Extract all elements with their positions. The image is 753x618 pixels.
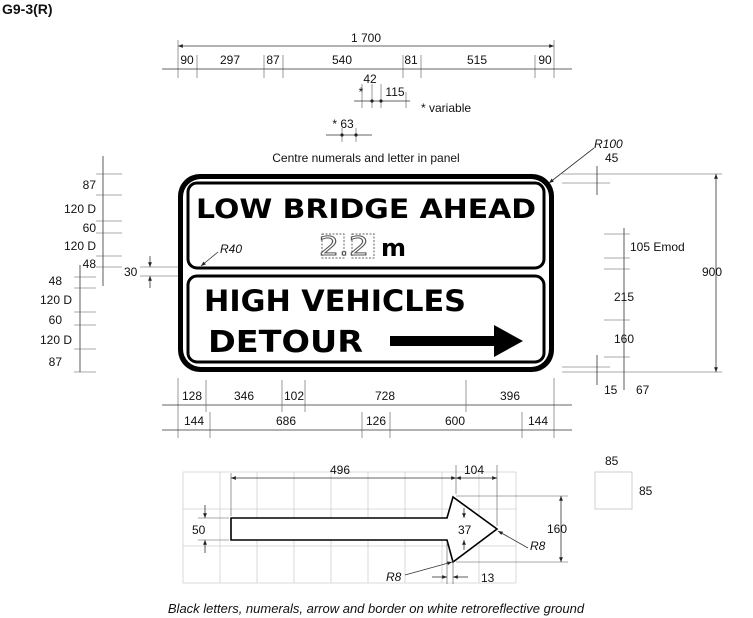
- sign-code: G9-3(R): [2, 1, 53, 17]
- left-dimensions: 87 120 D 60 120 D 48 48 120 D 60 120 D 8…: [40, 156, 178, 373]
- upper-panel: [186, 181, 546, 270]
- dim-215: 215: [614, 290, 634, 304]
- dim-bottom-600: 600: [445, 414, 465, 428]
- dim-900: 900: [702, 265, 722, 279]
- dim-45: 45: [605, 151, 619, 165]
- dim-star-63: * 63: [332, 117, 354, 131]
- dim-left-48b: 48: [49, 274, 63, 288]
- dim-bottom-346: 346: [234, 389, 254, 403]
- dim-left-120d-a: 120 D: [64, 202, 96, 216]
- grid-square-width: 85: [605, 454, 619, 468]
- dim-105-emod: 105 Emod: [630, 240, 685, 254]
- lower-panel: [186, 274, 546, 364]
- arrow-dim-160: 160: [547, 522, 567, 536]
- dim-left-120d-c: 120 D: [40, 293, 72, 307]
- dim-top-87: 87: [266, 53, 280, 67]
- dim-left-120d-d: 120 D: [40, 333, 72, 347]
- footer-note: Black letters, numerals, arrow and borde…: [168, 601, 585, 616]
- dim-bottom-728: 728: [375, 389, 395, 403]
- dim-left-120d-b: 120 D: [64, 239, 96, 253]
- radius-r100: R100: [594, 137, 623, 151]
- dim-left-60b: 60: [49, 313, 63, 327]
- grid-square-height: 85: [639, 484, 653, 498]
- dim-left-87b: 87: [49, 355, 63, 369]
- radius-r8-base: R8: [386, 570, 402, 584]
- dim-160: 160: [614, 332, 634, 346]
- dim-left-60a: 60: [83, 221, 97, 235]
- dim-top-90a: 90: [180, 53, 194, 67]
- note-variable: * variable: [421, 101, 471, 115]
- arrow-dim-13: 13: [481, 571, 495, 585]
- radius-r40: R40: [220, 242, 242, 256]
- right-dimensions: 900 45 105 Emod 215 160 15 67: [562, 151, 722, 397]
- arrow-dim-496: 496: [330, 463, 350, 477]
- dim-bottom-686: 686: [276, 414, 296, 428]
- arrow-dim-50: 50: [192, 523, 206, 537]
- dim-115: 115: [385, 85, 404, 99]
- dim-42: 42: [363, 72, 377, 86]
- dim-top-81: 81: [404, 53, 418, 67]
- dim-bottom-128: 128: [182, 389, 202, 403]
- sign-panel: LOW BRIDGE AHEAD 2.2 m HIGH VEHICLES DET…: [178, 174, 554, 372]
- dim-left-48a: 48: [83, 257, 97, 271]
- numeral-example: 2.2: [319, 232, 369, 262]
- dim-left-87a: 87: [83, 178, 97, 192]
- dim-bottom-144a: 144: [184, 414, 204, 428]
- dim-15: 15: [604, 383, 618, 397]
- dim-top-90b: 90: [538, 53, 552, 67]
- arrow-detail: 496 104 50 37 160 R8 R8 13: [182, 463, 568, 585]
- dim-bottom-102: 102: [284, 389, 304, 403]
- sign-unit: m: [381, 234, 406, 262]
- dim-bottom-396: 396: [500, 389, 520, 403]
- detour-arrow-icon: [390, 325, 523, 357]
- bottom-dimensions: 128 346 102 728 396 144 686 126 600 144: [162, 378, 572, 438]
- arrow-dim-37: 37: [458, 523, 472, 537]
- sign-line2: HIGH VEHICLES: [204, 284, 466, 318]
- grid-square-legend: 85 85: [594, 454, 653, 510]
- dim-top-297: 297: [220, 53, 240, 67]
- dim-bottom-126: 126: [366, 414, 386, 428]
- radius-r8-tip: R8: [530, 539, 546, 553]
- sign-line3: DETOUR: [208, 325, 363, 360]
- sign-line1: LOW BRIDGE AHEAD: [196, 194, 536, 225]
- dim-67: 67: [636, 383, 650, 397]
- note-centre: Centre numerals and letter in panel: [272, 151, 459, 165]
- dim-top-515: 515: [467, 53, 487, 67]
- variable-numerals: 2.2: [319, 232, 375, 263]
- arrow-outline-icon: [230, 495, 499, 564]
- top-dimensions: 1 700 90 297 87 540 81 515 90 42 * 115 *…: [162, 31, 572, 165]
- dim-30: 30: [124, 265, 138, 279]
- dim-top-540: 540: [332, 53, 352, 67]
- dim-star: *: [359, 85, 364, 99]
- arrow-dim-104: 104: [464, 463, 484, 477]
- dim-total-width: 1 700: [351, 31, 381, 45]
- dim-bottom-144b: 144: [528, 414, 548, 428]
